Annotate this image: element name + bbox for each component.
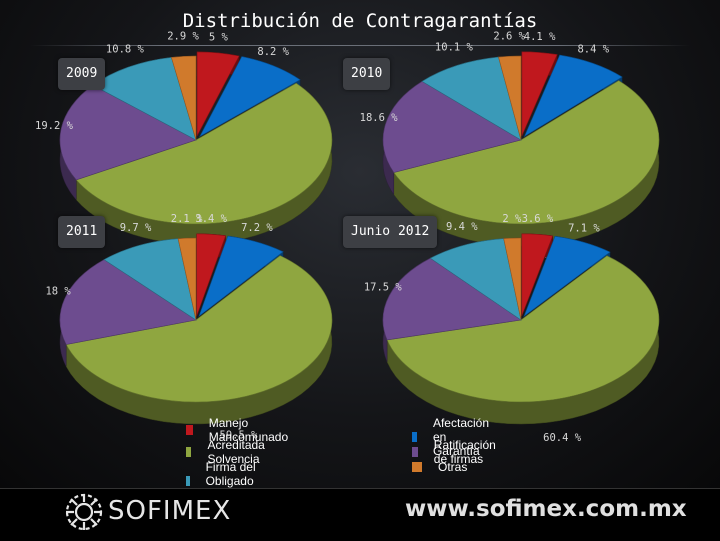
pie-slice-obligado — [421, 56, 522, 141]
legend-swatch — [186, 425, 193, 435]
pie-chart-3: 3.6 % 7.1 % 60.4 % 17.5 % 9.4 % 2 % — [364, 213, 660, 444]
pie-slice-label: 18.6 % — [360, 112, 399, 124]
pie-slice-mancomunado — [196, 233, 227, 316]
pie-slice-otras — [498, 55, 522, 141]
pie-slice-obligado — [103, 238, 197, 321]
pie-slice-ratificacion — [59, 259, 197, 345]
legend-swatch — [412, 462, 422, 472]
pie-slice-obligado — [429, 238, 522, 321]
pie-slice-label: 3.6 % — [522, 213, 554, 225]
pie-slice-label: 9.4 % — [446, 221, 478, 233]
pie-slice-label: 7.1 % — [568, 222, 600, 234]
pie-slice-mancomunado — [521, 233, 554, 316]
pie-slice-afectacion — [523, 54, 623, 138]
pie-slice-mancomunado — [521, 51, 558, 136]
pie-slice-label: 8.2 % — [257, 46, 289, 58]
legend-swatch — [186, 476, 190, 486]
pie-slice-solvencia — [65, 255, 333, 403]
pie-slice-label: 4.1 % — [524, 31, 556, 43]
pie-slice-otras — [171, 55, 197, 141]
pie-slice-solvencia — [386, 255, 660, 403]
pie-chart-1: 4.1 %8.4 %56.1 %18.6 %10.1 %2.6 % — [360, 31, 660, 265]
pie-slice-ratificacion — [382, 81, 522, 173]
pie-slice-label: 7.2 % — [241, 222, 273, 234]
pie-slice-otras — [177, 237, 197, 321]
pie-slice-solvencia — [393, 80, 660, 225]
pie-slice-afectacion — [199, 56, 301, 138]
pie-slice-mancomunado — [196, 51, 240, 136]
footer-bar — [0, 488, 720, 541]
pie-slice-solvencia — [75, 82, 333, 225]
pie-slice-otras — [503, 237, 522, 321]
pie-slice-ratificacion — [382, 257, 522, 341]
pie-slice-label: 2 % — [502, 213, 522, 225]
pie-slice-label: 8.4 % — [577, 44, 609, 56]
sofimex-logo-icon — [65, 493, 103, 531]
legend-item-otras: Otras — [412, 460, 467, 474]
chart-title-2009: 2009 — [58, 58, 106, 90]
pie-charts: 5 %8.2 %54 %19.2 %10.8 %2.9 %4.1 %8.4 %5… — [35, 31, 660, 444]
pie-slice-afectacion — [198, 235, 284, 318]
legend-item-mancomunado: Manejo Mancomunado — [186, 416, 291, 444]
pie-slice-label: 2.9 % — [167, 31, 199, 43]
pie-slice-label: 59.5 % — [220, 430, 259, 442]
pie-slice-label: 18 % — [45, 286, 71, 298]
pie-slice-label: 3.4 % — [195, 213, 227, 225]
legend-item-ratificacion: Ratificación de firmas — [412, 438, 500, 466]
pie-slice-label: 9.7 % — [120, 222, 152, 234]
pie-slice-label: 10.1 % — [435, 42, 474, 54]
legend-label: Afectación en Garantía — [432, 416, 490, 458]
pie-chart-2: 3.4 % 7.2 % 59.5 % 18 % 9.7 % 2.1 % — [45, 213, 333, 442]
legend-label: Ratificación de firmas — [433, 438, 496, 466]
pie-slice-label: 10.8 % — [106, 44, 145, 56]
pie-slice-afectacion — [523, 235, 611, 318]
logo-text: SOFIMEX — [108, 496, 232, 526]
chart-title-2012: Junio 2012 — [343, 216, 438, 248]
legend-label: Acreditada Solvencia — [207, 438, 265, 466]
pie-slice-label: 60.4 % — [543, 432, 582, 444]
chart-title-2011: 2011 — [58, 216, 106, 248]
legend-swatch — [412, 432, 417, 442]
legend-item-solvencia: Acreditada Solvencia — [186, 438, 269, 466]
pie-slice-label: 5 % — [209, 31, 229, 43]
pie-slice-label: 17.5 % — [364, 282, 403, 294]
chart-title-2010: 2010 — [343, 58, 391, 90]
pie-slice-ratificacion — [59, 84, 197, 181]
legend-label: Manejo Mancomunado — [208, 416, 289, 444]
website-url[interactable]: www.sofimex.com.mx — [405, 496, 687, 522]
legend-item-afectacion: Afectación en Garantía — [412, 416, 494, 458]
pie-slice-label: 19.2 % — [35, 120, 74, 132]
pie-slice-label: 2.6 % — [493, 31, 525, 43]
legend-swatch — [186, 447, 192, 457]
legend-swatch — [412, 447, 418, 457]
title-divider — [30, 45, 690, 46]
pie-slice-label: 2.1 % — [171, 213, 203, 225]
legend-label: Otras — [438, 460, 468, 474]
pie-chart-0: 5 %8.2 %54 %19.2 %10.8 %2.9 % — [35, 31, 333, 263]
page-title: Distribución de Contragarantías — [182, 10, 538, 32]
